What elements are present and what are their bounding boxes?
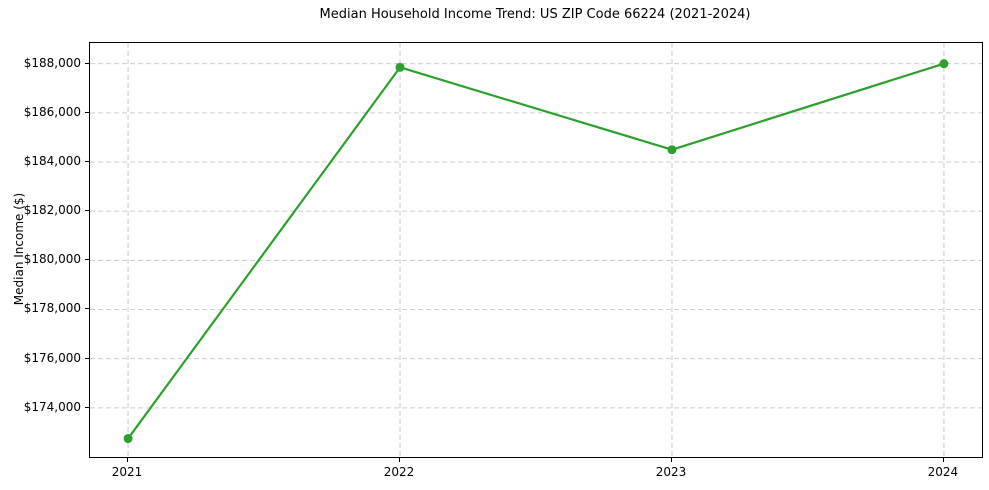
y-tick-mark	[85, 62, 89, 64]
y-tick-mark	[85, 406, 89, 408]
x-tick-label: 2021	[111, 465, 143, 479]
x-tick-mark	[399, 458, 401, 462]
y-tick-label: $178,000	[23, 301, 81, 316]
x-tick-mark	[942, 458, 944, 462]
y-tick-mark	[85, 259, 89, 261]
y-tick-label: $186,000	[23, 104, 81, 119]
data-point	[667, 145, 677, 155]
data-point	[939, 59, 949, 69]
y-tick-label: $176,000	[23, 350, 81, 365]
y-tick-label: $188,000	[23, 55, 81, 70]
y-tick-label: $174,000	[23, 399, 81, 414]
x-tick-mark	[670, 458, 672, 462]
y-tick-label: $180,000	[23, 252, 81, 267]
y-tick-mark	[85, 357, 89, 359]
y-tick-mark	[85, 308, 89, 310]
y-tick-mark	[85, 111, 89, 113]
chart-title: Median Household Income Trend: US ZIP Co…	[319, 7, 751, 22]
x-tick-label: 2024	[927, 465, 959, 479]
data-point	[395, 62, 405, 72]
x-tick-mark	[127, 458, 129, 462]
trend-line	[126, 62, 946, 440]
y-tick-mark	[85, 210, 89, 212]
y-tick-mark	[85, 160, 89, 162]
y-tick-label: $182,000	[23, 203, 81, 218]
chart-canvas	[90, 43, 982, 457]
plot-area	[89, 42, 983, 458]
x-tick-label: 2023	[655, 465, 687, 479]
data-point	[123, 434, 133, 444]
x-tick-label: 2022	[383, 465, 415, 479]
y-tick-label: $184,000	[23, 153, 81, 168]
